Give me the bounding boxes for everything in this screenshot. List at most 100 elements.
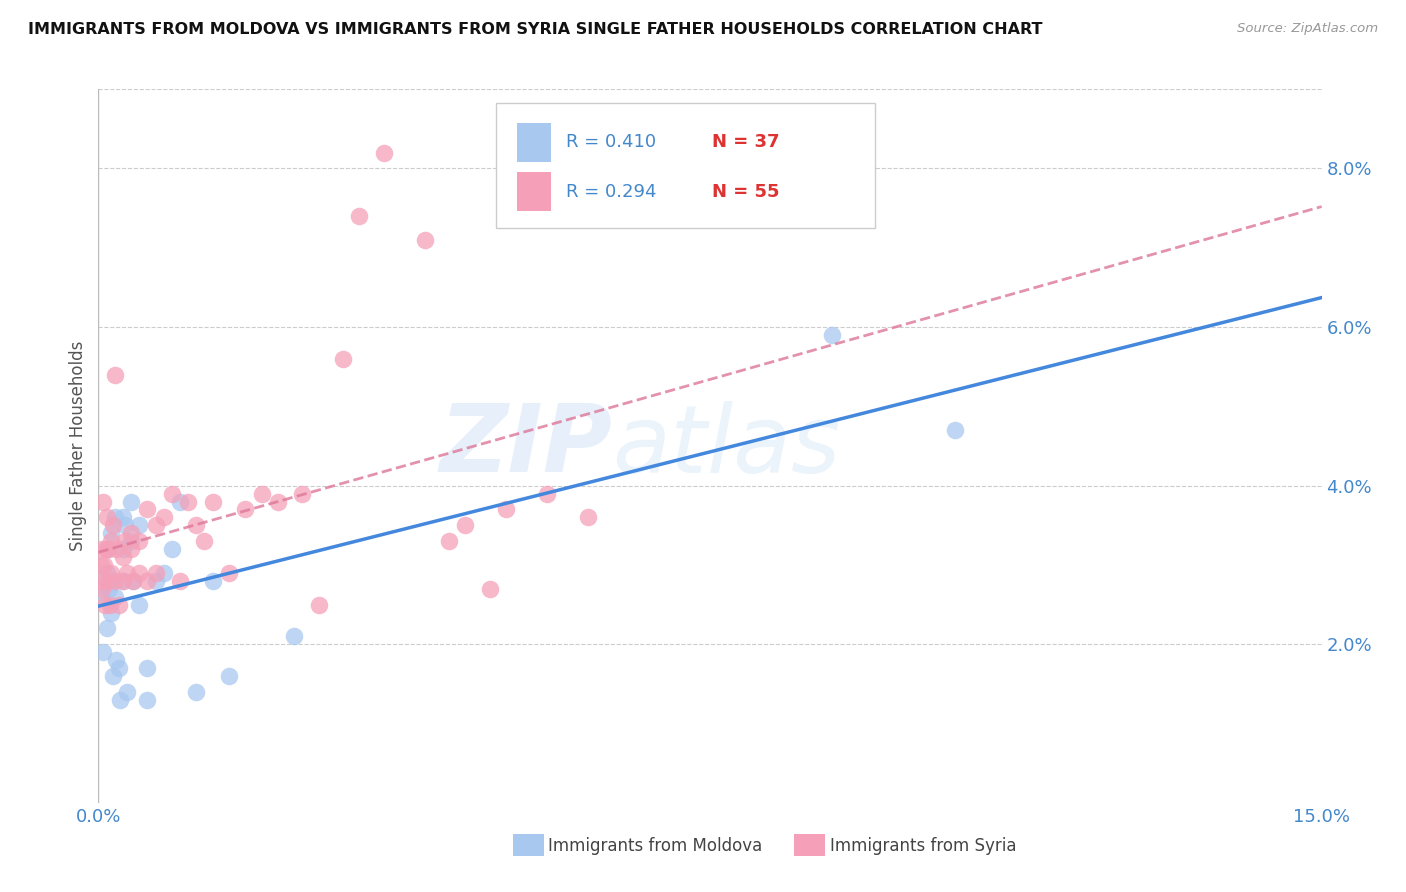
Text: R = 0.294: R = 0.294 [565,183,657,201]
Point [115,685,138,699]
Point [349,209,371,223]
Text: Source: ZipAtlas.com: Source: ZipAtlas.com [1237,22,1378,36]
Point [576,510,599,524]
Point [821,328,844,343]
Point [111,574,134,588]
Point [111,549,134,564]
Text: Immigrants from Syria: Immigrants from Syria [830,837,1017,855]
Point [108,692,131,706]
Point [454,518,477,533]
Point [308,598,330,612]
Point [111,542,134,557]
Point [98,582,121,596]
FancyBboxPatch shape [496,103,875,228]
Point [96,621,118,635]
Text: N = 37: N = 37 [713,134,780,152]
Point [145,574,167,588]
Point [120,494,142,508]
Point [91,645,114,659]
Point [495,502,517,516]
Point [160,486,183,500]
Point [104,368,127,382]
Point [98,598,121,612]
Point [89,574,111,588]
Point [105,542,128,557]
Point [96,510,118,524]
Point [128,534,150,549]
Point [104,510,127,524]
Point [100,574,122,588]
Point [111,510,134,524]
Point [332,351,354,366]
Point [120,542,142,557]
Point [94,542,117,557]
Text: N = 55: N = 55 [713,183,780,201]
Point [104,590,127,604]
Point [218,566,240,580]
Point [169,494,191,508]
Point [186,518,208,533]
Point [104,574,127,588]
Point [94,598,117,612]
Point [177,494,200,508]
Point [97,542,120,557]
Point [413,233,436,247]
Text: Immigrants from Moldova: Immigrants from Moldova [548,837,762,855]
FancyBboxPatch shape [517,172,551,211]
Point [93,558,115,572]
Point [437,534,460,549]
Text: atlas: atlas [612,401,841,491]
Point [478,582,501,596]
Point [91,494,114,508]
Point [121,574,143,588]
Point [250,486,273,500]
Point [100,606,122,620]
Text: ZIP: ZIP [439,400,612,492]
Y-axis label: Single Father Households: Single Father Households [69,341,87,551]
Point [136,661,159,675]
Point [90,590,112,604]
Point [128,598,150,612]
Text: R = 0.410: R = 0.410 [565,134,655,152]
Point [136,574,159,588]
Point [100,526,122,541]
Point [105,653,128,667]
Point [201,494,224,508]
Point [218,669,240,683]
Point [100,534,122,549]
Point [169,574,191,588]
Point [152,566,174,580]
Point [96,574,118,588]
Point [267,494,290,508]
Point [108,598,131,612]
Point [121,574,143,588]
Point [90,558,112,572]
Point [160,542,183,557]
Point [145,518,167,533]
Point [373,145,395,160]
Point [120,526,142,541]
Point [291,486,314,500]
Point [193,534,215,549]
Point [136,692,159,706]
Point [100,566,122,580]
Point [97,542,120,557]
Point [91,582,114,596]
Point [101,669,124,683]
Point [233,502,256,516]
Point [120,534,142,549]
FancyBboxPatch shape [517,123,551,162]
Point [90,542,112,557]
Point [283,629,305,643]
Point [186,685,208,699]
Point [536,486,558,500]
Point [114,518,136,533]
Point [201,574,224,588]
Text: IMMIGRANTS FROM MOLDOVA VS IMMIGRANTS FROM SYRIA SINGLE FATHER HOUSEHOLDS CORREL: IMMIGRANTS FROM MOLDOVA VS IMMIGRANTS FR… [28,22,1043,37]
Point [943,423,966,437]
Point [96,566,118,580]
Point [145,566,167,580]
Point [152,510,174,524]
Point [128,566,150,580]
Point [114,534,136,549]
